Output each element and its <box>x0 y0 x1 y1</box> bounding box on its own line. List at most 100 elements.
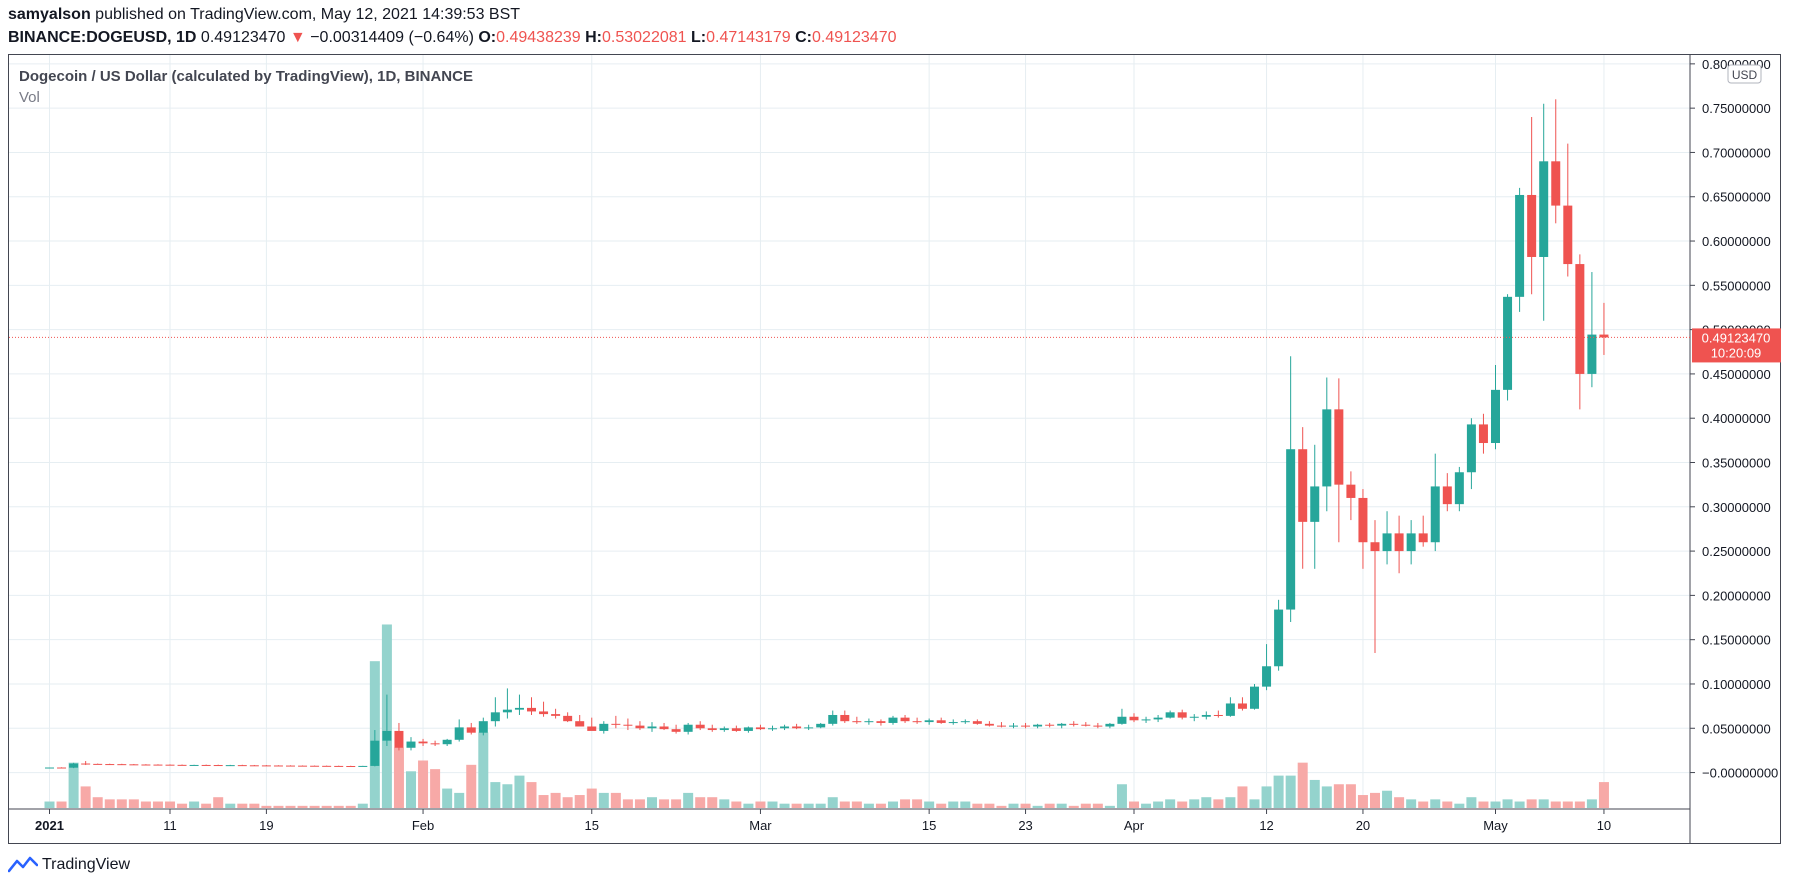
candle-body <box>1563 205 1573 265</box>
chart-legend-title: Dogecoin / US Dollar (calculated by Trad… <box>19 68 473 85</box>
candle <box>310 765 320 767</box>
price-tick-label: 0.65000000 <box>1702 190 1771 205</box>
candle <box>322 765 332 767</box>
price-axis: 0.800000000.750000000.700000000.65000000… <box>1690 57 1778 781</box>
last-price-label: 0.49123470 <box>1702 330 1771 345</box>
price-tick-label: 0.30000000 <box>1702 500 1771 515</box>
candle <box>551 708 561 719</box>
volume-bar <box>213 797 224 808</box>
candle-body <box>984 723 994 726</box>
candle-body <box>1503 296 1513 390</box>
candle <box>394 722 404 751</box>
volume-bar <box>647 797 657 808</box>
volume-bar <box>514 775 525 808</box>
candle-body <box>105 764 115 766</box>
open-value: 0.49438239 <box>496 29 581 46</box>
volume-bar <box>1153 801 1164 808</box>
candle <box>93 763 103 765</box>
candle-body <box>719 728 729 731</box>
volume-bar <box>273 805 284 808</box>
volume-bar <box>1394 797 1405 808</box>
volume-bar <box>1502 799 1513 808</box>
candle-body <box>1189 716 1199 718</box>
volume-bar <box>996 805 1007 808</box>
candle-body <box>201 764 211 766</box>
volume-bar <box>574 795 585 808</box>
candle <box>165 764 175 766</box>
footer-brand[interactable]: TradingView <box>8 856 130 874</box>
candle-body <box>81 763 91 765</box>
volume-bar <box>128 799 139 808</box>
candle-body <box>1105 723 1115 727</box>
price-tick-label: 0.05000000 <box>1702 721 1771 736</box>
candle <box>1177 709 1187 720</box>
candle <box>81 761 91 766</box>
volume-bar <box>1357 795 1368 808</box>
candle <box>1129 713 1139 723</box>
volume-bar <box>116 799 127 808</box>
candle-body <box>322 765 332 767</box>
candle <box>129 763 139 766</box>
candle-body <box>912 721 922 723</box>
close-label: C: <box>795 29 812 46</box>
volume-bar <box>598 792 609 808</box>
author-name[interactable]: samyalson <box>8 6 91 23</box>
candle <box>1563 143 1573 277</box>
time-tick-label: 23 <box>1018 818 1032 833</box>
candle-body <box>1539 161 1549 257</box>
volume-bar <box>189 801 200 808</box>
volume-bar <box>1370 792 1380 808</box>
candle-body <box>1141 719 1151 721</box>
volume-bar <box>1008 803 1019 808</box>
candle <box>261 765 271 767</box>
volume-bar <box>1574 801 1585 808</box>
candle <box>924 718 934 725</box>
candle <box>430 740 440 746</box>
time-tick-label: 2021 <box>35 818 64 833</box>
candle-body <box>1442 486 1452 505</box>
volume-bar <box>1562 801 1573 808</box>
volume-bar <box>297 805 308 808</box>
candle-body <box>310 765 320 767</box>
candle <box>153 764 163 766</box>
volume-bar <box>1237 786 1248 808</box>
candle <box>1237 697 1247 711</box>
candle <box>454 719 464 742</box>
volume-bar <box>1297 762 1308 808</box>
price-tick-label: 0.15000000 <box>1702 633 1771 648</box>
volume-bar <box>1333 784 1344 808</box>
volume-bar <box>948 801 959 808</box>
candle-body <box>1382 533 1392 552</box>
volume-bar <box>815 803 826 808</box>
chart-frame[interactable] <box>8 54 1781 844</box>
volume-bar <box>671 799 682 808</box>
volume-bar <box>1538 799 1549 808</box>
tradingview-brand-label: TradingView <box>42 856 131 873</box>
candle <box>864 718 874 725</box>
candle <box>1539 103 1549 321</box>
candle-body <box>1418 533 1428 543</box>
volume-bar <box>538 795 549 808</box>
candle <box>996 722 1006 728</box>
volume-bar <box>1406 799 1417 808</box>
volume-bar <box>1201 797 1212 808</box>
volume-legend[interactable]: Vol <box>19 89 40 106</box>
published-text: published on TradingView.com, May 12, 20… <box>95 6 521 23</box>
volume-bar <box>1068 805 1079 808</box>
candle <box>647 722 657 732</box>
candle <box>1587 272 1597 388</box>
currency-badge[interactable]: USD <box>1727 64 1762 84</box>
candle <box>117 763 127 766</box>
high-value: 0.53022081 <box>602 29 687 46</box>
price-tick-label: 0.20000000 <box>1702 588 1771 603</box>
candle <box>1599 302 1609 355</box>
candle-body <box>69 763 79 768</box>
candle-body <box>394 730 404 748</box>
tradingview-logo-icon <box>8 856 38 873</box>
volume-bar <box>731 801 742 808</box>
candle <box>478 717 488 736</box>
candle-body <box>478 721 488 733</box>
candle <box>1454 466 1464 512</box>
candle <box>876 719 886 726</box>
